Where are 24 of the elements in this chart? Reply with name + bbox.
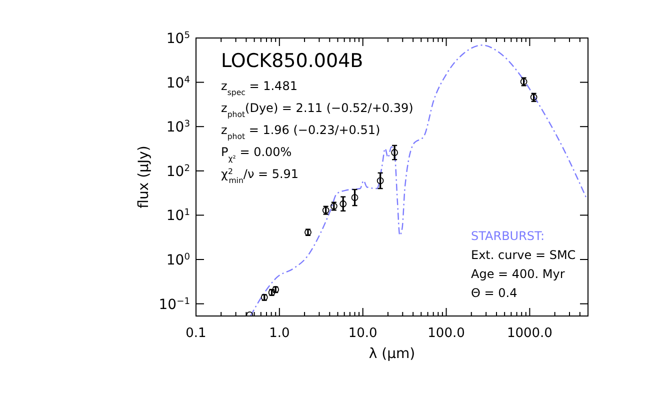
x-axis-title: λ (μm): [368, 346, 416, 362]
annotation: z$_{phot}$(Dye) = 2.11 (−0.52/+0.39): [221, 101, 414, 118]
annotation: z$_{spec}$ = 1.481: [221, 79, 298, 96]
annotation: χ$^{2}$$_{min}$/ν = 5.91: [221, 166, 299, 184]
annotation: Θ = 0.4: [471, 286, 518, 300]
y-tick-label: 10$^{4}$: [166, 75, 190, 92]
x-tick-label: 10.0: [348, 326, 378, 341]
x-tick-label: 100.0: [428, 326, 465, 341]
y-tick-label: 10$^{−1}$: [158, 296, 190, 313]
annotation: STARBURST:: [471, 229, 545, 243]
y-tick-label: 10$^{1}$: [166, 208, 190, 224]
annotation: Ext. curve = SMC: [471, 248, 576, 262]
y-tick-label: 10$^{2}$: [166, 164, 190, 180]
annotation: Age = 400. Myr: [471, 267, 565, 281]
x-tick-label: 1000.0: [506, 326, 552, 341]
x-tick-label: 0.1: [186, 326, 206, 341]
y-axis-title: flux (μJy): [136, 146, 152, 208]
text: LOCK850.004B: [221, 50, 364, 72]
y-tick-label: 10$^{5}$: [166, 31, 190, 47]
y-tick-label: 10$^{3}$: [166, 120, 190, 136]
annotation: z$_{phot}$ = 1.96 (−0.23/+0.51): [221, 123, 380, 140]
x-tick-label: 1.0: [269, 326, 290, 341]
y-tick-label: 10$^{0}$: [166, 252, 190, 268]
annotation: P$_{χ²}$ = 0.00%: [221, 145, 292, 162]
